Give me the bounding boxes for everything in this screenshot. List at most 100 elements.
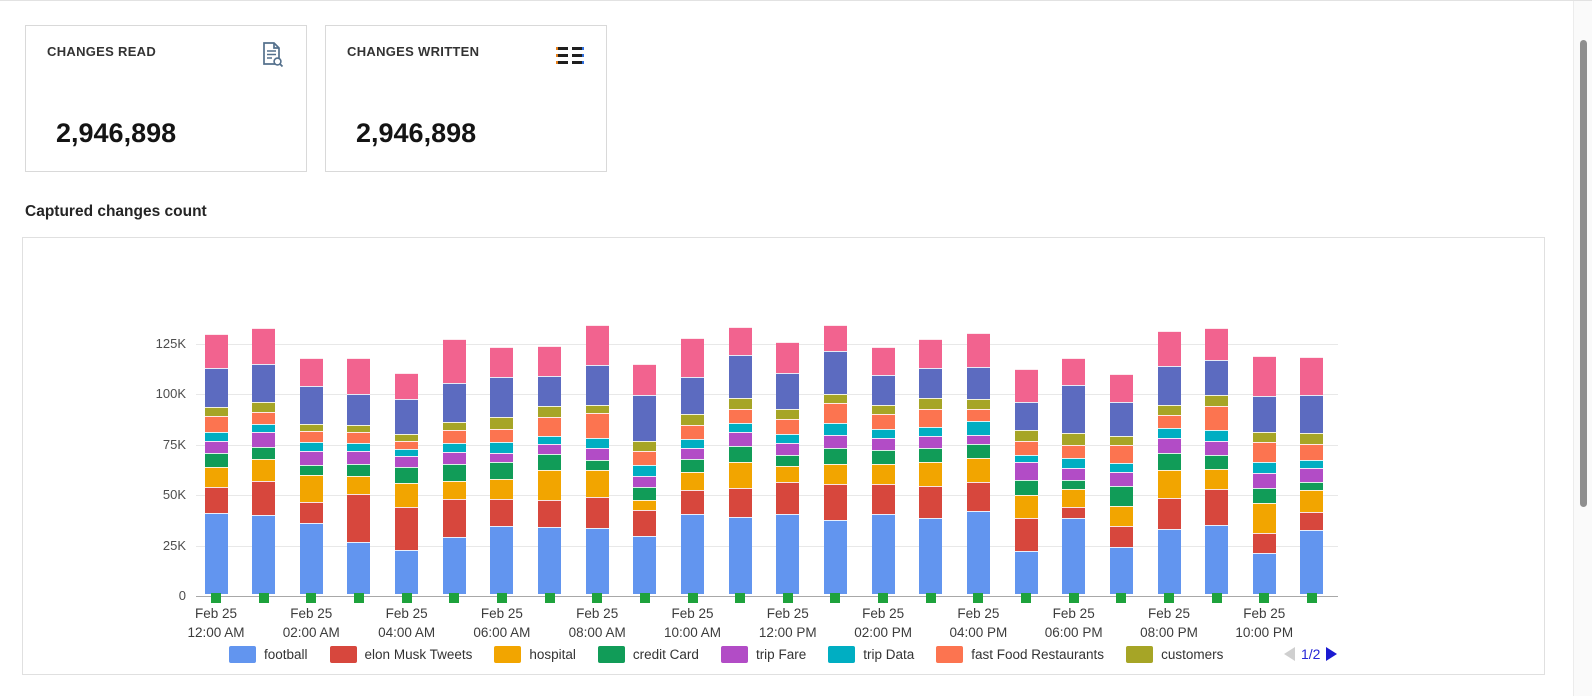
bar-segment-elon-musk-tweets[interactable] (1300, 511, 1324, 530)
bar-segment-elon-musk-tweets[interactable] (1205, 488, 1229, 525)
bar-segment-trip-fare[interactable] (1300, 468, 1324, 482)
bar-segment-customers[interactable] (1300, 432, 1324, 445)
bar-segment-hospital[interactable] (1157, 469, 1181, 499)
bar-segment-elon-musk-tweets[interactable] (1109, 526, 1133, 548)
bar-segment[interactable] (1062, 357, 1086, 385)
bar-segment[interactable] (1062, 384, 1086, 433)
bar-segment[interactable] (1014, 401, 1038, 430)
bar-segment-football[interactable] (1062, 518, 1086, 594)
bar-segment-customers[interactable] (204, 407, 228, 416)
bar-segment-football[interactable] (442, 537, 466, 594)
bar-segment-hospital[interactable] (442, 480, 466, 500)
bar-segment-hospital[interactable] (395, 482, 419, 508)
stacked-bar-1100pm[interactable] (1300, 357, 1324, 594)
bar-segment-fast-food-restaurants[interactable] (1014, 440, 1038, 455)
bar-segment-credit-card[interactable] (538, 454, 562, 470)
bar-segment-elon-musk-tweets[interactable] (823, 483, 847, 520)
bar-segment-football[interactable] (1205, 524, 1229, 594)
bar-segment-customers[interactable] (823, 393, 847, 403)
bar-segment[interactable] (1109, 401, 1133, 437)
bar-segment-trip-data[interactable] (299, 441, 323, 452)
legend-item-elon-musk-tweets[interactable]: elon Musk Tweets (329, 645, 472, 663)
bar-segment[interactable] (966, 333, 990, 367)
bar-segment-trip-fare[interactable] (585, 448, 609, 460)
bar-segment-customers[interactable] (1109, 436, 1133, 445)
bar-segment[interactable] (1014, 368, 1038, 402)
bar-segment-football[interactable] (871, 514, 895, 594)
bar-segment-trip-data[interactable] (919, 427, 943, 437)
bar-segment-trip-fare[interactable] (299, 451, 323, 466)
bar-segment-customers[interactable] (871, 404, 895, 415)
bar-segment-elon-musk-tweets[interactable] (1014, 518, 1038, 551)
bar-segment-credit-card[interactable] (1157, 453, 1181, 470)
bar-segment-football[interactable] (919, 518, 943, 594)
bar-segment-credit-card[interactable] (299, 465, 323, 476)
bar-segment-trip-fare[interactable] (1062, 468, 1086, 480)
bar-segment-trip-fare[interactable] (490, 453, 514, 463)
bar-segment[interactable] (823, 325, 847, 352)
bar-segment-football[interactable] (347, 542, 371, 594)
bar-segment-hospital[interactable] (919, 461, 943, 486)
bar-segment-football[interactable] (1014, 550, 1038, 594)
bar-segment-elon-musk-tweets[interactable] (728, 488, 752, 518)
bar-segment-trip-data[interactable] (871, 429, 895, 439)
bar-segment[interactable] (633, 394, 657, 441)
bar-segment-credit-card[interactable] (1062, 479, 1086, 489)
bar-segment[interactable] (871, 346, 895, 375)
bar-segment-fast-food-restaurants[interactable] (1157, 414, 1181, 429)
bar-segment-fast-food-restaurants[interactable] (1205, 405, 1229, 431)
bar-segment-fast-food-restaurants[interactable] (1109, 444, 1133, 463)
vertical-scrollbar-track[interactable] (1573, 1, 1592, 696)
bar-segment-fast-food-restaurants[interactable] (490, 429, 514, 443)
bar-segment-hospital[interactable] (1300, 489, 1324, 512)
bar-segment[interactable] (585, 365, 609, 405)
bar-segment-credit-card[interactable] (204, 452, 228, 467)
stacked-bar-0300am[interactable] (347, 357, 371, 594)
bar-segment-football[interactable] (776, 514, 800, 594)
bar-segment-trip-fare[interactable] (442, 452, 466, 465)
bar-segment-credit-card[interactable] (347, 464, 371, 476)
bar-segment-fast-food-restaurants[interactable] (919, 408, 943, 428)
bar-segment-football[interactable] (681, 514, 704, 594)
bar-segment-hospital[interactable] (1109, 506, 1133, 527)
bar-segment-trip-data[interactable] (1157, 428, 1181, 439)
bar-segment-football[interactable] (252, 515, 276, 594)
stacked-bar-0500pm[interactable] (1014, 368, 1038, 594)
bar-segment-trip-fare[interactable] (1205, 441, 1229, 455)
bar-segment-hospital[interactable] (681, 471, 704, 490)
changes-read-card[interactable]: CHANGES READ 2,946,898 (25, 25, 307, 172)
bar-segment[interactable] (538, 376, 562, 407)
bar-segment-elon-musk-tweets[interactable] (538, 499, 562, 528)
bar-segment-customers[interactable] (1252, 431, 1276, 442)
bar-segment-customers[interactable] (728, 398, 752, 410)
bar-segment[interactable] (633, 364, 657, 395)
bar-segment-fast-food-restaurants[interactable] (1252, 441, 1276, 462)
bar-segment-hospital[interactable] (1062, 488, 1086, 508)
stacked-bar-0700pm[interactable] (1109, 373, 1133, 594)
bar-segment-hospital[interactable] (871, 464, 895, 484)
bar-segment-credit-card[interactable] (871, 449, 895, 464)
bar-segment-trip-data[interactable] (1252, 461, 1276, 473)
bar-segment-elon-musk-tweets[interactable] (1062, 507, 1086, 519)
bar-segment-trip-fare[interactable] (252, 432, 276, 448)
bar-segment-football[interactable] (395, 549, 419, 594)
bar-segment-credit-card[interactable] (728, 445, 752, 462)
bar-segment[interactable] (776, 342, 800, 373)
bar-segment-fast-food-restaurants[interactable] (823, 402, 847, 423)
legend-item-trip-data[interactable]: trip Data (828, 645, 914, 663)
bar-segment-trip-data[interactable] (728, 423, 752, 433)
stacked-bar-1100am[interactable] (728, 327, 752, 594)
bar-segment-trip-data[interactable] (1205, 430, 1229, 442)
bar-segment[interactable] (204, 333, 228, 369)
stacked-bar-0900am[interactable] (633, 364, 657, 594)
stacked-bar-1200am[interactable] (204, 333, 228, 594)
bar-segment-elon-musk-tweets[interactable] (966, 481, 990, 511)
bar-segment[interactable] (347, 357, 371, 394)
bar-segment-trip-fare[interactable] (776, 442, 800, 455)
bar-segment[interactable] (1205, 327, 1229, 361)
bar-segment-trip-fare[interactable] (681, 448, 704, 460)
bar-segment-customers[interactable] (347, 424, 371, 432)
bar-segment-football[interactable] (728, 517, 752, 594)
stacked-bar-0800am[interactable] (585, 324, 609, 594)
bar-segment-football[interactable] (966, 510, 990, 594)
